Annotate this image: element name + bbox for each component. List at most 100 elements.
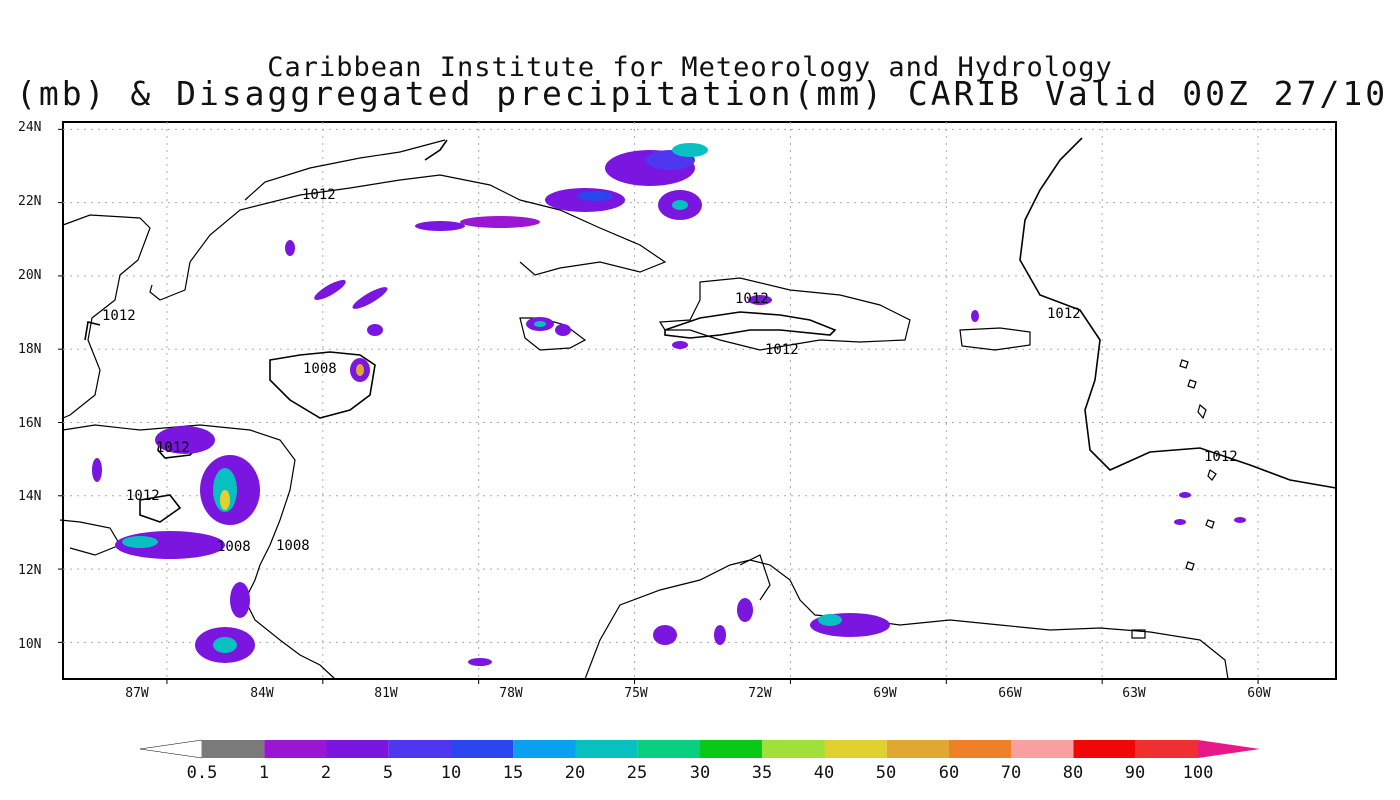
colorbar-cell [1011, 740, 1074, 758]
precip-band-south [468, 598, 890, 666]
colorbar-label: 70 [1001, 763, 1021, 783]
colorbar-cell [1135, 740, 1198, 758]
lon-tick-label: 75W [624, 686, 648, 701]
colorbar-cell [824, 740, 887, 758]
contour-label: 1012 [765, 342, 799, 358]
mexico-gulf-coast [149, 261, 191, 301]
precip-band-north-cuba [415, 143, 708, 231]
isobar-1012-nicaragua [139, 494, 182, 523]
colorbar-cell [513, 740, 576, 758]
colorbar-cell [1073, 740, 1136, 758]
colorbar-cell [388, 740, 451, 758]
colorbar-label: 60 [939, 763, 959, 783]
precip-cell [213, 637, 237, 653]
colorbar: 0.5 1 2 5 10 15 20 25 30 35 40 50 60 70 … [139, 739, 1260, 783]
puerto-rico-coast [959, 327, 1031, 351]
lon-tick-label: 63W [1122, 686, 1146, 701]
precip-cell [314, 280, 346, 300]
precip-cell [230, 582, 250, 618]
contour-label: 1008 [276, 538, 310, 554]
isobars [84, 137, 1337, 523]
lon-tick-label: 69W [873, 686, 897, 701]
lon-tick-label: 81W [374, 686, 398, 701]
precip-cell [534, 321, 546, 327]
colorbar-cell [202, 740, 265, 758]
lat-tick-label: 22N [18, 194, 41, 209]
title-line-2: (mb) & Disaggregated precipitation(mm) C… [16, 74, 1400, 113]
colorbar-labels: 0.5 1 2 5 10 15 20 25 30 35 40 50 60 70 … [187, 763, 1214, 783]
yucatan-coast [62, 214, 151, 419]
contour-labels: 1012 1012 1012 1012 1012 1012 1012 1012 … [102, 187, 1238, 555]
contour-label: 1008 [217, 539, 251, 555]
precip-band-central-america [92, 358, 370, 663]
colorbar-cells [202, 740, 1198, 758]
precip-cell [737, 598, 753, 622]
colorbar-end-arrow [1198, 740, 1260, 758]
guajira-coast [739, 554, 771, 601]
precip-band-east [672, 295, 1246, 525]
florida-coast [244, 139, 446, 201]
contour-label: 1008 [303, 361, 337, 377]
contour-label: 1012 [156, 440, 190, 456]
colorbar-cell [637, 740, 700, 758]
precip-cell [555, 324, 571, 336]
colorbar-label: 0.5 [187, 763, 218, 783]
colorbar-cell [886, 740, 949, 758]
colorbar-label: 1 [259, 763, 269, 783]
colorbar-label: 10 [441, 763, 461, 783]
precip-cell [220, 490, 230, 510]
colorbar-cell [326, 740, 389, 758]
island-coast [1197, 403, 1207, 420]
title-line-1: Caribbean Institute for Meteorology and … [267, 52, 1113, 83]
contour-label: 1012 [735, 291, 769, 307]
contour-label: 1012 [126, 488, 160, 504]
colorbar-label: 25 [627, 763, 647, 783]
map-frame [62, 121, 1337, 680]
isobar-1008-cayman [269, 351, 376, 419]
precip-cell [672, 200, 688, 210]
colorbar-label: 90 [1125, 763, 1145, 783]
graticule [58, 122, 1336, 684]
precip-cell [356, 364, 364, 376]
lat-tick-label: 20N [18, 268, 41, 283]
colorbar-label: 50 [876, 763, 896, 783]
island-coast [1205, 519, 1215, 529]
island-coast [1187, 379, 1197, 389]
lon-tick-label: 84W [250, 686, 274, 701]
colorbar-label: 100 [1183, 763, 1214, 783]
contour-label: 1012 [302, 187, 336, 203]
island-coast [1207, 469, 1217, 481]
precip-cell [577, 191, 613, 201]
colorbar-start-arrow [139, 739, 203, 759]
precip-cell [285, 240, 295, 256]
precip-cell [672, 143, 708, 157]
lat-tick-label: 24N [18, 120, 41, 135]
precip-cell [468, 658, 492, 666]
precip-cell [122, 536, 158, 548]
lon-tick-label: 87W [125, 686, 149, 701]
precip-cell [352, 287, 388, 309]
contour-label: 1012 [102, 308, 136, 324]
island-coast [1185, 561, 1195, 571]
south-america-coast [584, 559, 1229, 680]
pacific-coast [59, 519, 121, 556]
contour-label: 1012 [1047, 306, 1081, 322]
colorbar-label: 2 [321, 763, 331, 783]
lat-tick-label: 10N [18, 637, 41, 652]
colorbar-cell [700, 740, 763, 758]
precip-cell [748, 295, 772, 305]
lon-tick-label: 66W [998, 686, 1022, 701]
isobar-1012-west [84, 321, 101, 341]
lon-tick-label: 78W [499, 686, 523, 701]
colorbar-label: 15 [503, 763, 523, 783]
precip-cell [1234, 517, 1246, 523]
precip-cell [971, 310, 979, 322]
colorbar-label: 30 [690, 763, 710, 783]
precip-cell [1179, 492, 1191, 498]
precip-cell [415, 221, 465, 231]
lat-tick-label: 18N [18, 342, 41, 357]
precip-streaks [285, 240, 571, 336]
precip-cell [92, 458, 102, 482]
colorbar-cell [762, 740, 825, 758]
